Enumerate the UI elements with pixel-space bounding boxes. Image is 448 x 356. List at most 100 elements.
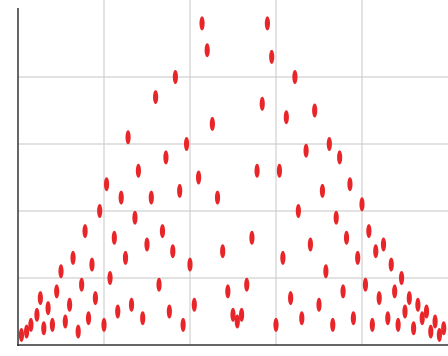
point — [28, 317, 34, 332]
point — [273, 317, 279, 332]
point — [214, 190, 221, 205]
point — [118, 190, 124, 205]
point — [359, 197, 365, 212]
point — [132, 210, 138, 225]
point — [264, 16, 270, 31]
point — [376, 291, 382, 306]
point — [319, 183, 326, 198]
point — [249, 230, 255, 245]
point — [428, 324, 434, 339]
point — [204, 43, 210, 58]
point — [326, 137, 332, 151]
point — [419, 311, 425, 326]
point — [288, 291, 294, 306]
point — [115, 304, 121, 319]
point — [37, 291, 43, 306]
point — [148, 190, 154, 205]
point — [373, 244, 379, 259]
point — [388, 257, 394, 272]
point — [411, 321, 417, 336]
point — [415, 297, 421, 312]
point — [292, 70, 298, 84]
point — [183, 137, 190, 151]
point — [97, 204, 103, 218]
point — [41, 321, 47, 336]
point — [295, 204, 301, 218]
point — [330, 317, 336, 332]
point — [366, 224, 372, 239]
point — [347, 177, 353, 192]
point — [276, 163, 283, 178]
point — [166, 304, 172, 319]
point — [307, 237, 313, 252]
point — [70, 250, 76, 265]
point — [79, 277, 85, 292]
point — [85, 311, 92, 326]
point — [269, 49, 275, 64]
point — [82, 224, 88, 239]
point — [122, 250, 129, 265]
point — [187, 257, 193, 272]
point — [380, 237, 387, 252]
point — [333, 210, 339, 225]
point — [135, 163, 141, 178]
point — [75, 324, 81, 339]
point — [340, 284, 346, 299]
point — [159, 224, 166, 239]
point — [34, 307, 40, 322]
point — [398, 271, 405, 285]
point — [140, 311, 146, 326]
point — [220, 244, 226, 259]
points — [18, 16, 447, 342]
point — [343, 230, 350, 245]
point — [125, 130, 131, 145]
point — [225, 284, 231, 299]
point — [191, 297, 197, 312]
point — [54, 284, 60, 299]
point — [436, 327, 442, 342]
point — [24, 324, 30, 339]
point — [163, 150, 169, 165]
point — [280, 250, 286, 265]
point — [111, 230, 117, 245]
point — [395, 317, 401, 332]
point — [49, 317, 56, 332]
point — [62, 314, 68, 329]
point — [402, 304, 408, 319]
point — [312, 103, 318, 118]
point — [144, 237, 150, 252]
point — [406, 291, 412, 306]
point — [350, 311, 356, 326]
point — [170, 244, 176, 259]
point — [199, 16, 205, 31]
point — [172, 70, 178, 84]
point — [323, 264, 329, 279]
point — [92, 291, 98, 306]
point — [254, 163, 260, 178]
point — [18, 327, 25, 342]
point — [196, 170, 202, 185]
point — [230, 307, 236, 322]
point — [283, 110, 289, 125]
point — [58, 264, 64, 279]
point — [234, 314, 240, 329]
point — [432, 314, 438, 329]
point — [423, 304, 430, 319]
point — [101, 317, 107, 332]
point — [89, 257, 95, 272]
point — [156, 277, 162, 292]
point — [103, 177, 110, 192]
point — [259, 96, 265, 111]
point — [244, 277, 250, 292]
point — [209, 116, 215, 131]
point — [239, 307, 245, 322]
point — [128, 297, 135, 312]
point — [153, 90, 159, 105]
point — [392, 284, 398, 299]
point — [337, 150, 343, 165]
point — [303, 143, 309, 158]
point — [369, 317, 375, 332]
point — [362, 277, 369, 292]
